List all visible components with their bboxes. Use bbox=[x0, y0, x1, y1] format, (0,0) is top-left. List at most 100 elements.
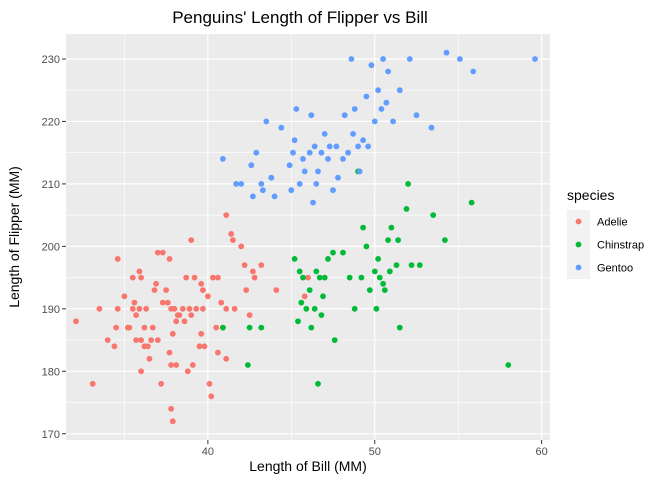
data-point-chinstrap bbox=[320, 293, 326, 300]
data-point-gentoo bbox=[340, 156, 346, 162]
data-point-gentoo bbox=[348, 56, 355, 62]
y-tick-label: 220 bbox=[42, 116, 60, 128]
data-point-gentoo bbox=[356, 168, 363, 175]
data-point-chinstrap bbox=[373, 305, 380, 312]
data-point-chinstrap bbox=[396, 324, 403, 331]
data-point-adelie bbox=[273, 287, 280, 293]
data-point-chinstrap bbox=[505, 362, 512, 368]
data-point-chinstrap bbox=[295, 318, 301, 325]
data-point-gentoo bbox=[258, 181, 265, 187]
data-point-chinstrap bbox=[380, 280, 386, 287]
data-point-gentoo bbox=[345, 149, 351, 156]
data-point-chinstrap bbox=[346, 274, 353, 281]
data-point-adelie bbox=[208, 393, 215, 400]
data-point-chinstrap bbox=[291, 256, 298, 262]
data-point-chinstrap bbox=[363, 243, 370, 250]
legend-title: species bbox=[567, 187, 614, 203]
data-point-chinstrap bbox=[360, 224, 366, 231]
data-point-gentoo bbox=[396, 87, 403, 94]
data-point-gentoo bbox=[406, 56, 413, 62]
data-point-adelie bbox=[148, 337, 155, 343]
data-point-adelie bbox=[73, 318, 79, 325]
data-point-chinstrap bbox=[468, 199, 475, 206]
grid-lines bbox=[66, 34, 550, 440]
y-tick-label: 170 bbox=[42, 429, 60, 441]
data-point-chinstrap bbox=[375, 256, 381, 262]
x-axis-title: Length of Bill (MM) bbox=[249, 458, 366, 474]
data-point-gentoo bbox=[375, 87, 381, 94]
data-point-adelie bbox=[159, 249, 166, 256]
data-point-adelie bbox=[251, 274, 258, 281]
data-point-adelie bbox=[173, 362, 180, 368]
data-point-adelie bbox=[133, 337, 140, 343]
data-point-adelie bbox=[163, 287, 170, 293]
data-point-chinstrap bbox=[416, 262, 423, 268]
data-point-adelie bbox=[223, 305, 230, 312]
legend-marker-chinstrap bbox=[575, 241, 582, 248]
data-point-adelie bbox=[151, 287, 158, 293]
data-point-gentoo bbox=[248, 162, 255, 169]
data-point-gentoo bbox=[378, 106, 385, 112]
data-point-adelie bbox=[171, 305, 178, 312]
data-point-gentoo bbox=[443, 49, 450, 56]
data-point-chinstrap bbox=[376, 274, 383, 281]
data-point-adelie bbox=[176, 312, 183, 318]
data-point-adelie bbox=[126, 324, 133, 331]
data-point-chinstrap bbox=[258, 324, 265, 331]
data-point-adelie bbox=[198, 330, 205, 337]
data-point-chinstrap bbox=[340, 249, 346, 256]
data-point-adelie bbox=[301, 293, 308, 300]
data-point-gentoo bbox=[250, 193, 256, 200]
data-point-adelie bbox=[168, 362, 175, 368]
data-point-gentoo bbox=[371, 118, 378, 125]
legend-marker-gentoo bbox=[575, 264, 582, 271]
data-point-adelie bbox=[121, 293, 128, 300]
data-point-adelie bbox=[305, 274, 311, 281]
data-point-chinstrap bbox=[395, 237, 401, 244]
data-point-adelie bbox=[129, 305, 136, 312]
data-point-adelie bbox=[215, 349, 221, 356]
data-point-gentoo bbox=[306, 149, 313, 156]
data-point-gentoo bbox=[457, 56, 463, 62]
data-point-chinstrap bbox=[430, 212, 437, 219]
data-point-gentoo bbox=[368, 62, 375, 69]
data-point-adelie bbox=[184, 368, 191, 375]
data-point-adelie bbox=[181, 318, 188, 325]
data-point-adelie bbox=[200, 287, 206, 293]
data-point-adelie bbox=[113, 324, 119, 331]
data-point-adelie bbox=[223, 212, 230, 219]
data-point-gentoo bbox=[253, 149, 260, 156]
y-tick-label: 180 bbox=[42, 366, 60, 378]
data-point-gentoo bbox=[383, 99, 390, 106]
data-point-chinstrap bbox=[331, 337, 338, 343]
data-point-adelie bbox=[104, 337, 111, 343]
data-point-gentoo bbox=[326, 143, 333, 150]
data-point-chinstrap bbox=[298, 299, 305, 306]
data-point-adelie bbox=[158, 380, 165, 387]
y-tick-label: 210 bbox=[42, 179, 60, 191]
data-point-adelie bbox=[258, 262, 265, 268]
data-point-adelie bbox=[166, 256, 173, 262]
data-point-gentoo bbox=[330, 187, 336, 194]
data-point-adelie bbox=[186, 305, 193, 312]
data-point-adelie bbox=[201, 343, 208, 350]
data-point-adelie bbox=[168, 405, 175, 412]
legend: species Adelie Chinstrap Gentoo bbox=[567, 187, 644, 279]
data-point-adelie bbox=[246, 312, 253, 318]
data-point-chinstrap bbox=[403, 206, 410, 212]
plot-panel bbox=[66, 34, 550, 440]
data-point-gentoo bbox=[321, 131, 328, 137]
data-point-adelie bbox=[141, 324, 148, 331]
data-point-gentoo bbox=[238, 181, 245, 187]
data-point-chinstrap bbox=[381, 287, 388, 293]
data-point-chinstrap bbox=[405, 181, 411, 187]
data-point-chinstrap bbox=[386, 268, 393, 275]
data-point-adelie bbox=[114, 256, 121, 262]
data-point-adelie bbox=[138, 337, 145, 343]
data-point-adelie bbox=[129, 274, 136, 281]
data-point-gentoo bbox=[413, 112, 420, 119]
data-point-adelie bbox=[146, 355, 153, 362]
data-point-adelie bbox=[141, 343, 148, 350]
chart-title: Penguins' Length of Flipper vs Bill bbox=[172, 8, 428, 27]
data-point-adelie bbox=[213, 324, 220, 331]
